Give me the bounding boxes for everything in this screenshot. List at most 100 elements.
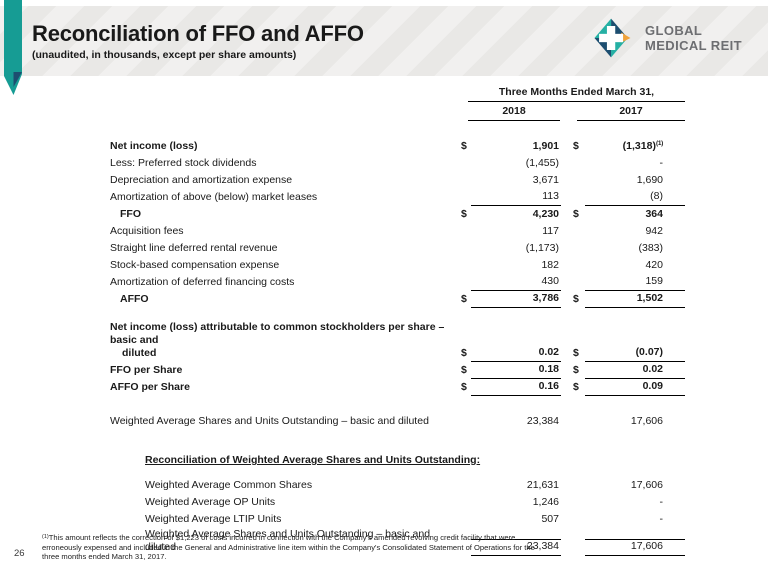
dollar-sign-2017 [569, 428, 585, 430]
logo-line1: GLOBAL [644, 23, 703, 38]
value-2018: 1,901 [532, 140, 559, 152]
logo-text: GLOBAL MEDICAL REIT [645, 23, 742, 53]
row-label: Depreciation and amortization expense [110, 174, 293, 186]
table-row: Weighted Average Shares and Units Outsta… [110, 413, 685, 430]
logo-line2: MEDICAL REIT [644, 38, 742, 53]
column-header-2018: 2018 [468, 105, 560, 121]
value-2018: 0.18 [471, 363, 561, 379]
value-2018: 3,671 [532, 174, 559, 186]
value-2018: 0.02 [471, 346, 561, 362]
financial-table: Three Months Ended March 31, 2018 2017 N… [110, 86, 685, 556]
dollar-sign-2017 [569, 526, 585, 528]
row-label: Weighted Average OP Units [145, 496, 276, 508]
ribbon-accent-icon [4, 0, 22, 95]
dollar-sign-2017 [569, 289, 585, 291]
row-label: FFO per Share [110, 364, 183, 376]
page-number: 26 [14, 548, 25, 559]
value-2017: 0.02 [585, 363, 685, 379]
value-2018: 3,786 [471, 292, 561, 308]
dollar-sign-2018 [455, 187, 471, 189]
value-2018: (1,455) [525, 157, 559, 169]
row-label: Weighted Average Shares and Units Outsta… [145, 528, 431, 553]
value-2017: 1,502 [585, 292, 685, 308]
dollar-sign-2017 [569, 255, 585, 257]
value-2018: 21,631 [526, 479, 559, 491]
company-logo: GLOBAL MEDICAL REIT [588, 14, 742, 62]
row-label: Amortization of deferred financing costs [110, 276, 295, 288]
value-2017: - [659, 157, 664, 169]
value-2017: 17,606 [630, 479, 663, 491]
table-year-header-row: 2018 2017 [110, 105, 685, 121]
table-row: AFFO per Share $0.16 $0.09 [110, 379, 685, 396]
table-row: AFFO $3,786 $1,502 [110, 291, 685, 308]
value-2018: 0.16 [471, 380, 561, 396]
dollar-sign-2017 [569, 554, 585, 556]
table-row: Net income (loss) attributable to common… [110, 321, 685, 362]
row-label: Net income (loss) attributable to common… [110, 321, 445, 359]
value-2017: - [659, 513, 664, 525]
page-subtitle: (unaudited, in thousands, except per sha… [32, 49, 297, 61]
header-band [0, 6, 768, 76]
dollar-sign-2017: $ [573, 381, 579, 393]
row-label: Weighted Average LTIP Units [145, 513, 282, 525]
footnote: (1)This amount reflects the correction o… [42, 533, 548, 562]
table-row: Less: Preferred stock dividends (1,455) - [110, 155, 685, 172]
period-header: Three Months Ended March 31, [468, 86, 685, 102]
dollar-sign-2018 [455, 428, 471, 430]
value-2018: 117 [542, 225, 559, 237]
table-body: Net income (loss) $1,901 $ (1,318)(1) Less: … [110, 137, 685, 556]
row-label: FFO [120, 208, 141, 220]
column-header-2017: 2017 [577, 105, 685, 121]
dollar-sign-2018 [455, 255, 471, 257]
dollar-sign-2017 [569, 204, 585, 206]
table-row: Weighted Average OP Units 1,246 - [110, 494, 685, 511]
title-block: Reconciliation of FFO and AFFO (unaudite… [32, 21, 364, 61]
value-2018: 1,246 [532, 496, 559, 508]
value-2017: 942 [645, 225, 663, 237]
table-row: Amortization of above (below) market lea… [110, 189, 685, 206]
dollar-sign-2017: $ [573, 140, 579, 152]
dollar-sign-2018: $ [461, 347, 467, 359]
table-row: Acquisition fees 117 942 [110, 223, 685, 240]
dollar-sign-2017: $ [573, 364, 579, 376]
section-per-share: Net income (loss) attributable to common… [110, 321, 685, 396]
value-2017: 420 [645, 259, 663, 271]
value-2018: 430 [471, 275, 561, 291]
value-2017: 17,606 [585, 539, 685, 556]
dollar-sign-2018 [455, 509, 471, 511]
dollar-sign-2017: $ [573, 208, 579, 220]
section-weighted-average: Weighted Average Shares and Units Outsta… [110, 413, 685, 430]
dollar-sign-2017 [569, 170, 585, 172]
dollar-sign-2018: $ [461, 140, 467, 152]
table-row: Weighted Average LTIP Units 507 - [110, 511, 685, 528]
value-2017: (1,318)(1) [622, 140, 664, 152]
table-row: Amortization of deferred financing costs… [110, 274, 685, 291]
row-label: Less: Preferred stock dividends [110, 157, 257, 169]
value-2017: 159 [585, 275, 685, 291]
table-row: Straight line deferred rental revenue (1,… [110, 240, 685, 257]
row-label: Amortization of above (below) market lea… [110, 191, 318, 203]
dollar-sign-2018 [455, 272, 471, 274]
value-2018: 507 [541, 513, 559, 525]
dollar-sign-2018 [455, 238, 471, 240]
value-2017: 364 [645, 208, 663, 220]
value-2017: (8) [585, 190, 685, 206]
dollar-sign-2018: $ [461, 381, 467, 393]
dollar-sign-2017: $ [573, 347, 579, 359]
footnote-marker: (1) [42, 534, 49, 540]
dollar-sign-2018: $ [461, 208, 467, 220]
value-2018: 182 [541, 259, 559, 271]
dollar-sign-2018 [455, 526, 471, 528]
row-label: Weighted Average Shares and Units Outsta… [110, 415, 429, 427]
dollar-sign-2018: $ [461, 364, 467, 376]
row-label: Net income (loss) [110, 140, 198, 152]
table-row: Depreciation and amortization expense 3,6… [110, 172, 685, 189]
value-2018: 113 [471, 190, 561, 206]
value-2018: 4,230 [532, 208, 559, 220]
table-row: FFO per Share $0.18 $0.02 [110, 362, 685, 379]
row-label: AFFO per Share [110, 381, 190, 393]
table-row: Weighted Average Shares and Units Outsta… [110, 528, 685, 556]
table-period-header-row: Three Months Ended March 31, [110, 86, 685, 102]
value-2017: 1,690 [636, 174, 663, 186]
footnote-text: This amount reflects the correction of $… [42, 533, 535, 562]
